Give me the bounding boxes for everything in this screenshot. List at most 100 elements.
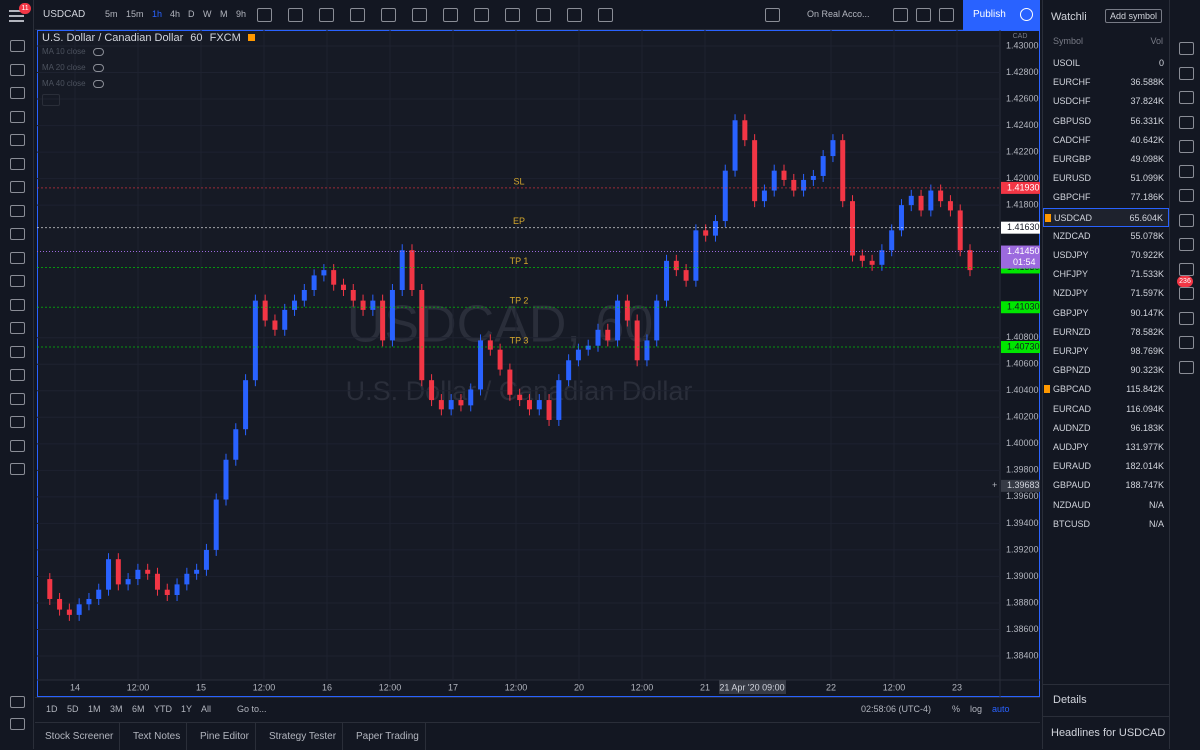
- tool-icon[interactable]: [10, 275, 25, 287]
- watchlist-title[interactable]: Watchli: [1051, 11, 1087, 23]
- interval[interactable]: 9h: [236, 9, 247, 19]
- watchlist-row[interactable]: USOIL 0: [1043, 54, 1169, 73]
- tool-icon[interactable]: [10, 298, 25, 311]
- toolbar-icon[interactable]: [505, 8, 520, 22]
- watchlist-row[interactable]: USDCAD 65.604K: [1043, 207, 1169, 227]
- watchlist-row[interactable]: GBPCHF 77.186K: [1043, 188, 1169, 207]
- toolbar-icon[interactable]: [257, 8, 272, 22]
- tool-icon[interactable]: [10, 345, 25, 358]
- toolbar-icon[interactable]: [319, 8, 334, 22]
- watchlist-row[interactable]: AUDJPY 131.977K: [1043, 438, 1169, 457]
- toolbar-icon[interactable]: [567, 8, 582, 22]
- tool-icon[interactable]: [10, 369, 25, 381]
- range[interactable]: 6M: [132, 704, 145, 714]
- tool-icon[interactable]: [10, 228, 25, 240]
- watchlist-row[interactable]: NZDCAD 55.078K: [1043, 227, 1169, 246]
- axis-option[interactable]: %: [952, 704, 961, 714]
- tool-icon[interactable]: [10, 134, 25, 146]
- side-icon[interactable]: [1179, 311, 1194, 325]
- publish-button[interactable]: Publish: [963, 0, 1040, 30]
- side-icon[interactable]: [1179, 262, 1194, 276]
- tab[interactable]: Paper Trading: [356, 731, 419, 742]
- details[interactable]: Details: [1053, 694, 1087, 706]
- toolbar-icon[interactable]: [288, 8, 303, 22]
- watchlist-row[interactable]: USDCHF 37.824K: [1043, 92, 1169, 111]
- collapse[interactable]: [42, 94, 60, 106]
- side-icon[interactable]: [1179, 336, 1194, 349]
- toolbar-icon[interactable]: [893, 8, 908, 22]
- visibility-icon[interactable]: [93, 64, 104, 72]
- interval[interactable]: 4h: [170, 9, 181, 19]
- range[interactable]: 3M: [110, 704, 123, 714]
- watchlist-row[interactable]: GBPJPY 90.147K: [1043, 304, 1169, 323]
- watchlist-row[interactable]: EURGBP 49.098K: [1043, 150, 1169, 169]
- tab[interactable]: Text Notes: [133, 731, 181, 742]
- tool-icon[interactable]: [10, 40, 25, 52]
- toolbar-icon[interactable]: [536, 8, 551, 22]
- symbol-search[interactable]: USDCAD: [43, 9, 86, 20]
- watchlist-row[interactable]: NZDJPY 71.597K: [1043, 284, 1169, 303]
- menu-icon[interactable]: [9, 10, 24, 12]
- tool-icon[interactable]: [10, 87, 25, 99]
- goto[interactable]: Go to...: [237, 704, 267, 714]
- range[interactable]: 5D: [67, 704, 79, 714]
- watchlist-row[interactable]: EURNZD 78.582K: [1043, 323, 1169, 342]
- add-symbol[interactable]: Add symbol: [1105, 9, 1163, 23]
- axis-option[interactable]: auto: [992, 704, 1010, 714]
- watchlist-row[interactable]: NZDAUD N/A: [1043, 496, 1169, 515]
- tool-icon[interactable]: [10, 204, 25, 217]
- side-icon[interactable]: [1179, 140, 1194, 153]
- watchlist-row[interactable]: EURCHF 36.588K: [1043, 73, 1169, 92]
- range[interactable]: YTD: [154, 704, 172, 714]
- toolbar-icon[interactable]: [916, 8, 931, 22]
- tool-icon[interactable]: [10, 63, 25, 76]
- watchlist-row[interactable]: EURAUD 182.014K: [1043, 457, 1169, 476]
- tool-icon[interactable]: [10, 416, 25, 428]
- side-icon[interactable]: [1179, 189, 1194, 202]
- tool-icon[interactable]: [10, 718, 25, 730]
- toolbar-icon[interactable]: [381, 8, 396, 22]
- toolbar-icon[interactable]: [412, 8, 427, 22]
- tab[interactable]: Strategy Tester: [269, 731, 337, 742]
- visibility-icon[interactable]: [93, 48, 104, 56]
- side-icon[interactable]: [1179, 360, 1194, 374]
- tool-icon[interactable]: [10, 463, 25, 475]
- toolbar-icon[interactable]: [598, 8, 613, 22]
- range[interactable]: 1M: [88, 704, 101, 714]
- watchlist-row[interactable]: USDJPY 70.922K: [1043, 246, 1169, 265]
- side-icon[interactable]: [1179, 213, 1194, 227]
- side-icon[interactable]: [1179, 115, 1194, 129]
- tool-icon[interactable]: [10, 181, 25, 193]
- tool-icon[interactable]: [10, 322, 25, 334]
- tool-icon[interactable]: [10, 110, 25, 123]
- toolbar-icon[interactable]: [443, 8, 458, 22]
- side-icon[interactable]: [1179, 287, 1194, 300]
- tool-icon[interactable]: [10, 439, 25, 452]
- interval[interactable]: 1h: [152, 9, 163, 19]
- side-icon[interactable]: [1179, 238, 1194, 251]
- headlines[interactable]: Headlines for USDCAD: [1051, 727, 1166, 739]
- side-icon[interactable]: [1179, 91, 1194, 104]
- watchlist-row[interactable]: EURUSD 51.099K: [1043, 169, 1169, 188]
- axis-option[interactable]: log: [970, 704, 983, 714]
- watchlist-row[interactable]: GBPNZD 90.323K: [1043, 361, 1169, 380]
- range[interactable]: All: [201, 704, 212, 714]
- watchlist-row[interactable]: CHFJPY 71.533K: [1043, 265, 1169, 284]
- side-icon[interactable]: [1179, 66, 1194, 80]
- account-select[interactable]: On Real Acco...: [807, 9, 870, 19]
- side-icon[interactable]: [1179, 42, 1194, 55]
- tool-icon[interactable]: [10, 157, 25, 170]
- interval[interactable]: D: [188, 9, 195, 19]
- toolbar-icon[interactable]: [350, 8, 365, 22]
- side-icon[interactable]: [1179, 164, 1194, 178]
- tool-icon[interactable]: [10, 392, 25, 405]
- watchlist-row[interactable]: GBPUSD 56.331K: [1043, 112, 1169, 131]
- watchlist-row[interactable]: CADCHF 40.642K: [1043, 131, 1169, 150]
- tab[interactable]: Pine Editor: [200, 731, 249, 742]
- interval[interactable]: M: [220, 9, 228, 19]
- watchlist-row[interactable]: EURCAD 116.094K: [1043, 400, 1169, 419]
- tab[interactable]: Stock Screener: [45, 731, 114, 742]
- watchlist-row[interactable]: BTCUSD N/A: [1043, 515, 1169, 534]
- toolbar-icon[interactable]: [765, 8, 780, 22]
- range[interactable]: 1D: [46, 704, 58, 714]
